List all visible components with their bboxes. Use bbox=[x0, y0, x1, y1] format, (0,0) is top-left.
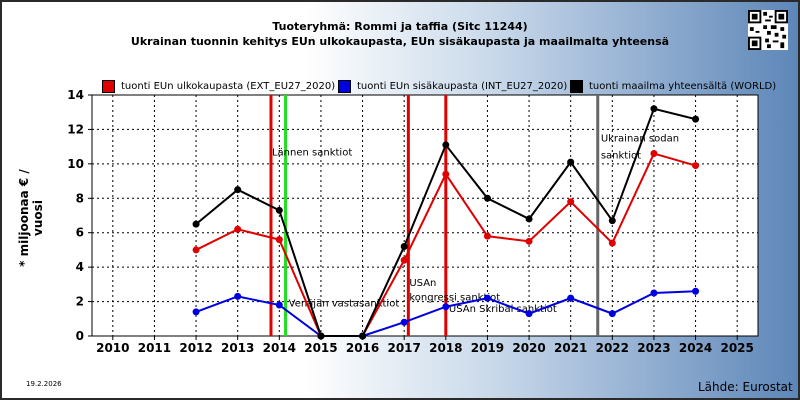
y-tick-label: 12 bbox=[67, 122, 84, 136]
series-point-2 bbox=[650, 105, 658, 113]
series-point-2 bbox=[483, 194, 491, 202]
y-tick-label: 10 bbox=[67, 157, 84, 171]
series-point-1 bbox=[400, 318, 408, 326]
x-tick-label: 2023 bbox=[637, 341, 670, 355]
series-point-1 bbox=[234, 292, 242, 300]
series-point-2 bbox=[275, 206, 283, 214]
legend-swatch-int bbox=[338, 80, 351, 93]
y-tick-label: 2 bbox=[76, 295, 84, 309]
series-point-2 bbox=[525, 215, 533, 223]
x-tick-label: 2014 bbox=[263, 341, 296, 355]
x-tick-label: 2013 bbox=[221, 341, 254, 355]
series-point-0 bbox=[192, 246, 200, 254]
series-point-1 bbox=[567, 294, 575, 302]
series-point-0 bbox=[234, 225, 242, 233]
x-tick-label: 2016 bbox=[346, 341, 379, 355]
annotation-label: Ukrainan sodan bbox=[601, 133, 679, 144]
y-tick-label: 14 bbox=[67, 88, 84, 102]
series-point-0 bbox=[275, 236, 283, 244]
qr-code-icon bbox=[748, 10, 788, 50]
x-tick-label: 2020 bbox=[512, 341, 545, 355]
annotation-label: Lännen sanktiot bbox=[272, 147, 352, 158]
annotation-label: USAn bbox=[409, 278, 436, 289]
source-label: Lähde: Eurostat bbox=[698, 380, 793, 394]
legend-swatch-ext bbox=[102, 80, 115, 93]
series-point-2 bbox=[359, 332, 367, 340]
series-point-2 bbox=[192, 220, 200, 228]
series-point-0 bbox=[608, 239, 616, 247]
x-tick-label: 2019 bbox=[471, 341, 504, 355]
series-point-2 bbox=[400, 242, 408, 250]
series-point-0 bbox=[442, 170, 450, 178]
series-point-1 bbox=[483, 294, 491, 302]
series-point-1 bbox=[442, 303, 450, 311]
series-point-2 bbox=[442, 141, 450, 149]
series-point-1 bbox=[692, 287, 700, 295]
series-point-2 bbox=[317, 332, 325, 340]
legend-item-ext: tuonti EUn ulkokaupasta (EXT_EU27_2020) bbox=[102, 80, 335, 93]
date-label: 19.2.2026 bbox=[26, 380, 62, 388]
y-tick-label: 0 bbox=[76, 329, 84, 343]
x-tick-label: 2022 bbox=[596, 341, 629, 355]
y-tick-label: 6 bbox=[76, 226, 84, 240]
x-tick-label: 2017 bbox=[387, 341, 420, 355]
x-tick-label: 2012 bbox=[179, 341, 212, 355]
series-point-0 bbox=[400, 256, 408, 264]
series-point-0 bbox=[650, 150, 658, 158]
series-point-0 bbox=[567, 198, 575, 206]
annotation-label: Venäjän vastasanktiot bbox=[289, 299, 400, 310]
y-tick-label: 4 bbox=[76, 260, 84, 274]
x-tick-label: 2024 bbox=[679, 341, 712, 355]
series-point-1 bbox=[192, 308, 200, 316]
series-point-1 bbox=[608, 310, 616, 318]
legend-item-world: tuonti maailma yhteensältä (WORLD) bbox=[570, 80, 776, 93]
x-tick-label: 2010 bbox=[96, 341, 129, 355]
series-point-1 bbox=[275, 301, 283, 309]
series-point-2 bbox=[234, 186, 242, 194]
chart-title: Tuoteryhmä: Rommi ja taffia (Sitc 11244) bbox=[272, 20, 528, 33]
annotation-label: sanktiot bbox=[601, 151, 641, 162]
legend-label-ext: tuonti EUn ulkokaupasta (EXT_EU27_2020) bbox=[121, 81, 336, 92]
legend-label-world: tuonti maailma yhteensältä (WORLD) bbox=[589, 81, 777, 92]
series-point-2 bbox=[608, 217, 616, 225]
y-tick-label: 8 bbox=[76, 191, 84, 205]
annotation-label: USAn Skribal sanktiot bbox=[449, 304, 557, 315]
series-point-0 bbox=[525, 237, 533, 245]
series-point-0 bbox=[692, 162, 700, 170]
x-tick-label: 2018 bbox=[429, 341, 462, 355]
x-tick-label: 2011 bbox=[138, 341, 171, 355]
legend-swatch-world bbox=[570, 80, 583, 93]
x-tick-label: 2015 bbox=[304, 341, 337, 355]
x-tick-label: 2021 bbox=[554, 341, 587, 355]
series-point-0 bbox=[483, 232, 491, 240]
series-point-2 bbox=[567, 158, 575, 166]
chart-subtitle: Ukrainan tuonnin kehitys EUn ulkokaupast… bbox=[130, 35, 670, 48]
x-tick-label: 2025 bbox=[720, 341, 753, 355]
series-point-1 bbox=[650, 289, 658, 297]
y-axis-label: * miljoonaa € / vuosi bbox=[17, 169, 45, 267]
legend-label-int: tuonti EUn sisäkaupasta (INT_EU27_2020) bbox=[357, 81, 568, 92]
series-point-1 bbox=[525, 310, 533, 318]
annotation-label: kongressi sanktiot bbox=[409, 293, 500, 304]
series-point-2 bbox=[692, 115, 700, 123]
legend-item-int: tuonti EUn sisäkaupasta (INT_EU27_2020) bbox=[338, 80, 567, 93]
